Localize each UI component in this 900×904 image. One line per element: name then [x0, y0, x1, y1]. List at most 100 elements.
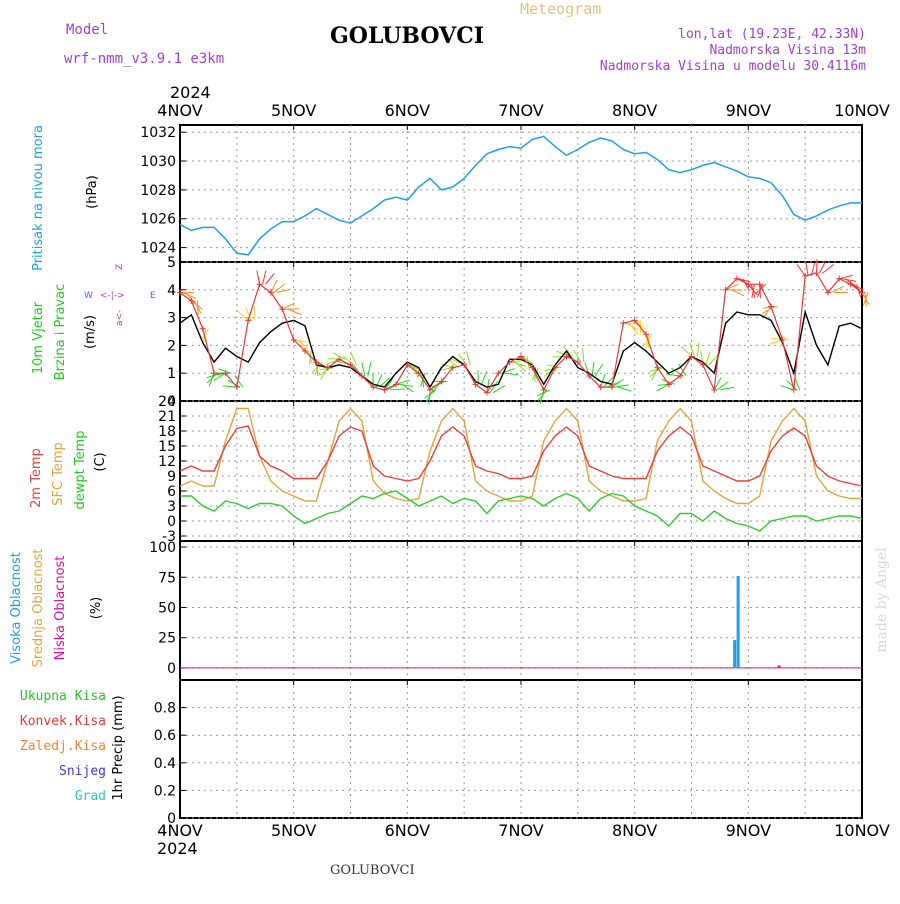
xtick-label-top: 6NOV — [385, 101, 430, 120]
cloud-ytick-label: 100 — [149, 540, 176, 556]
footer-station: GOLUBOVCI — [330, 863, 415, 878]
year-bottom: 2024 — [157, 839, 198, 858]
pressure-ytick-label: 1026 — [140, 212, 176, 228]
wind-arrow — [726, 284, 739, 290]
precip-frame — [180, 680, 862, 818]
temperature-ytick-label: 3 — [167, 499, 176, 515]
wind-gust-marker — [211, 370, 217, 376]
wind-gust-marker — [200, 326, 206, 332]
precip-ytick-label: 0.2 — [154, 783, 176, 799]
compass-s: a<- — [115, 310, 125, 326]
precip-legend-grad: Grad — [75, 789, 106, 804]
temp-ylabel-2m: 2m Temp — [29, 448, 44, 508]
wind-ytick-label: 2 — [167, 338, 176, 354]
panel-precip: 00.20.40.60.8 — [154, 680, 862, 827]
precip-legend-snow: Snijeg — [59, 764, 106, 779]
wind-arrow — [690, 343, 695, 356]
wind-arrow — [595, 364, 602, 376]
wind-arrow — [839, 275, 853, 278]
wind-arrow — [706, 351, 710, 364]
wind-arrow — [218, 369, 231, 373]
model-label: Model — [66, 22, 108, 38]
wind-gust-marker — [802, 273, 808, 279]
wind-arrow — [806, 262, 808, 276]
wind-arrow — [368, 362, 371, 376]
temperature-ytick-label: 18 — [158, 424, 176, 440]
wind-arrow — [482, 371, 487, 384]
xtick-label-top: 9NOV — [726, 101, 771, 120]
compass-arrows: <-|-> — [100, 291, 125, 301]
model-name: wrf-nmm_v3.9.1 e3km — [64, 51, 224, 67]
xtick-label-top: 7NOV — [498, 101, 543, 120]
temperature-ytick-label: 15 — [158, 439, 176, 455]
temperature-ytick-label: 9 — [167, 469, 176, 485]
temperature-ytick-label: 6 — [167, 484, 176, 500]
wind-arrow — [263, 271, 266, 285]
wind-arrow — [823, 265, 834, 274]
wind-arrow — [399, 384, 413, 386]
temp-unit: (C) — [93, 452, 108, 471]
wind-gust-marker — [620, 320, 626, 326]
pressure-ytick-label: 1032 — [140, 125, 176, 141]
year-top: 2024 — [170, 83, 211, 102]
precip-ytick-label: 0.8 — [154, 701, 176, 717]
xtick-label-bottom: 6NOV — [385, 821, 430, 840]
wind-arrow — [592, 362, 594, 376]
cloud-unit: (%) — [89, 597, 104, 620]
wind-ylabel-2: Brzina i Pravac — [53, 284, 68, 381]
xtick-label-bottom: 9NOV — [726, 821, 771, 840]
precip-ytick-label: 0.6 — [154, 728, 176, 744]
cloud-ylabel-high: Visoka Oblacnost — [9, 552, 24, 664]
wind-ytick-label: 1 — [167, 366, 176, 382]
wind-arrow — [282, 303, 294, 309]
pressure-ylabel: Pritisak na nivou mora — [31, 125, 46, 271]
cloud-ytick-label: 0 — [167, 661, 176, 677]
wind-arrow — [732, 290, 745, 296]
wind-arrow — [618, 387, 631, 391]
precip-unit: 1hr Precip (mm) — [111, 695, 126, 800]
temp-ylabel-sfc: SFC Temp — [51, 442, 66, 506]
wind-arrow — [797, 264, 805, 275]
compass-w: W — [84, 291, 93, 301]
pressure-ytick-label: 1028 — [140, 183, 176, 199]
wind-arrow — [583, 348, 584, 362]
wind-arrow — [238, 311, 248, 320]
temp-ylabel-dew: dewpt Temp — [73, 430, 88, 509]
cloud-bar — [737, 576, 740, 668]
temperature-ytick-label: 0 — [167, 514, 176, 530]
wind-ytick-label: 4 — [167, 283, 176, 299]
cloud-ylabel-mid: Srednja Oblacnost — [31, 549, 46, 668]
cloud-ytick-label: 50 — [158, 600, 176, 616]
wind-arrow — [682, 347, 692, 357]
wind-arrow — [493, 385, 505, 392]
watermark: made by Angel — [874, 547, 890, 653]
cloud-ytick-label: 25 — [158, 631, 176, 647]
wind-arrow — [615, 385, 629, 387]
cloud-ytick-label: 75 — [158, 570, 176, 586]
xtick-label-top: 10NOV — [834, 101, 890, 120]
precip-legend-total: Ukupna Kisa — [20, 689, 106, 704]
cloud-ylabel-low: Niska Oblacnost — [53, 556, 68, 661]
compass-z: Z — [115, 264, 125, 270]
cloud-frame — [180, 541, 862, 680]
model-altitude-text: Nadmorska Visina u modelu 30.4116m — [600, 59, 866, 74]
wind-gust-marker — [768, 303, 774, 309]
wind-gust-marker — [711, 387, 717, 393]
wind-gust-marker — [609, 384, 615, 390]
wind-arrow — [391, 389, 405, 390]
xtick-label-bottom: 10NOV — [834, 821, 890, 840]
product-title: Meteogram — [520, 0, 601, 18]
wind-gust-marker — [814, 270, 820, 276]
wind-ylabel-1: 10m Vjetar — [31, 301, 46, 374]
precip-legend-frozen: Zaledj.Kisa — [20, 739, 106, 754]
cloud-bar — [778, 665, 781, 667]
wind-unit: (m/s) — [83, 315, 98, 349]
wind-arrow — [720, 387, 734, 390]
wind-arrow — [467, 351, 471, 365]
precip-ytick-label: 0.4 — [154, 756, 176, 772]
wind-ytick-label: 5 — [167, 255, 176, 271]
